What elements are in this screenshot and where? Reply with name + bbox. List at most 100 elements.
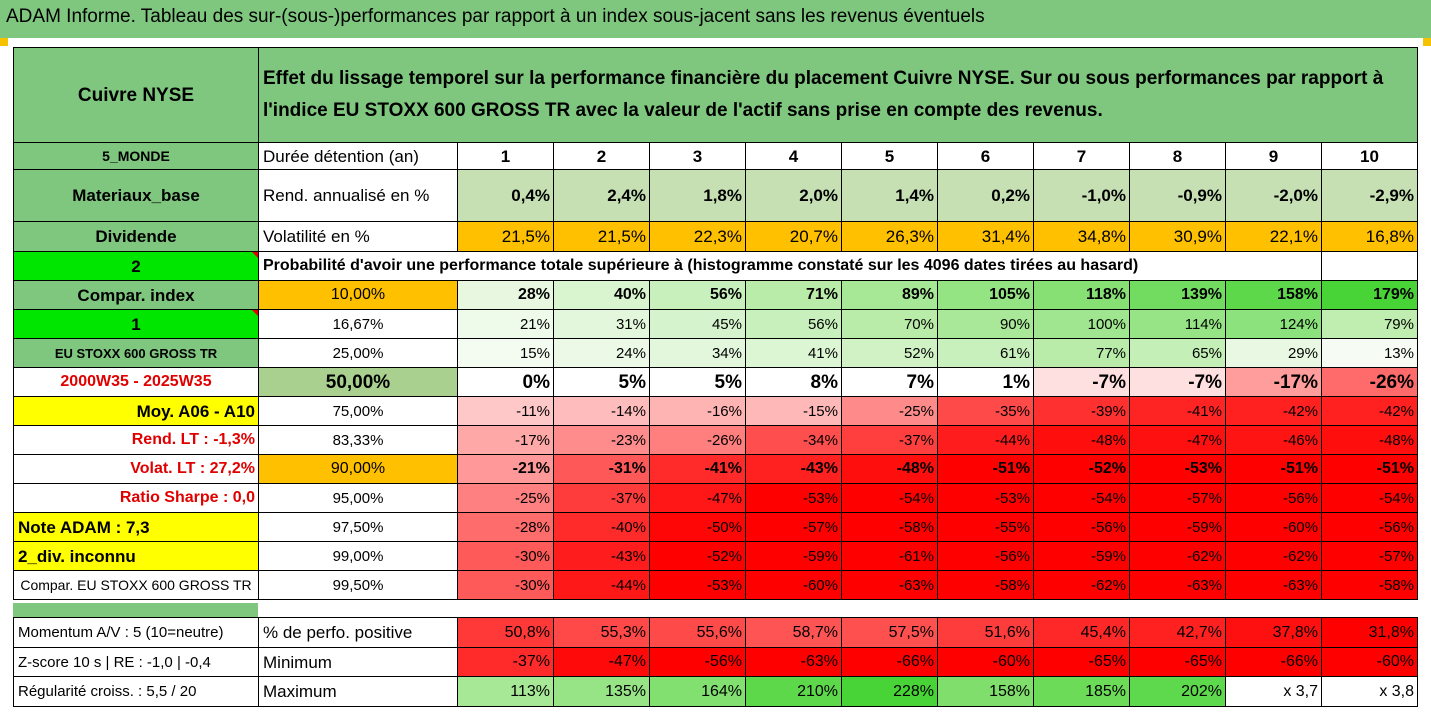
quantile-row: Rend. LT : -1,3% 83,33% -17% -23% -26% -…	[13, 425, 1418, 455]
value-cell: 21,5%	[553, 221, 650, 252]
right-corner-marker	[1423, 38, 1431, 46]
left-corner-marker	[0, 38, 8, 46]
value-cell: -54%	[1321, 483, 1418, 513]
year-header: 2	[553, 142, 650, 170]
z-score-cell: Z-score 10 s | RE : -1,0 | -0,4	[13, 647, 259, 677]
regularity-cell: Régularité croiss. : 5,5 / 20	[13, 676, 259, 707]
value-cell: 158%	[1225, 280, 1322, 310]
row-label: Volatilité en %	[258, 221, 458, 252]
value-cell: 71%	[745, 280, 842, 310]
value-cell: -48%	[1033, 425, 1130, 455]
value-cell: -54%	[841, 483, 938, 513]
value-cell: 29%	[1225, 338, 1322, 368]
quantile-row: Volat. LT : 27,2% 90,00% -21% -31% -41% …	[13, 454, 1418, 484]
value-cell: 56%	[745, 309, 842, 339]
value-cell: -54%	[1033, 483, 1130, 513]
year-header: 5	[841, 142, 938, 170]
value-cell: 8%	[745, 367, 842, 397]
value-cell: -41%	[649, 454, 746, 484]
value-cell: 2,4%	[553, 169, 650, 222]
quantile-row: Moy. A06 - A10 75,00% -11% -14% -16% -15…	[13, 396, 1418, 426]
value-cell: -56%	[1321, 512, 1418, 542]
stats-row: Z-score 10 s | RE : -1,0 | -0,4 Minimum …	[13, 647, 1418, 677]
value-cell: 57,5%	[841, 617, 938, 648]
value-cell: x 3,8	[1321, 676, 1418, 707]
row-label: Maximum	[258, 676, 458, 707]
value-cell: -62%	[1033, 570, 1130, 600]
value-cell: -37%	[457, 647, 554, 677]
value-cell: -47%	[1129, 425, 1226, 455]
value-cell: 28%	[457, 280, 554, 310]
empty-cell	[1321, 251, 1418, 281]
index-name-cell: EU STOXX 600 GROSS TR	[13, 338, 259, 368]
value-cell: -37%	[841, 425, 938, 455]
comparison-index-cell: Compar. EU STOXX 600 GROSS TR	[13, 570, 259, 600]
sharpe-ratio-cell: Ratio Sharpe : 0,0	[13, 483, 259, 513]
value-cell: 30,9%	[1129, 221, 1226, 252]
long-term-return-cell: Rend. LT : -1,3%	[13, 425, 259, 455]
green-strip	[13, 603, 258, 617]
value-cell: 1,8%	[649, 169, 746, 222]
performance-table: Cuivre NYSE Effet du lissage temporel su…	[13, 47, 1418, 707]
value-cell: -53%	[745, 483, 842, 513]
year-header: 9	[1225, 142, 1322, 170]
value-cell: -42%	[1321, 396, 1418, 426]
quantile-label: 50,00%	[258, 367, 458, 397]
value-cell: -62%	[1129, 541, 1226, 571]
value-cell: -43%	[745, 454, 842, 484]
value-cell: -65%	[1033, 647, 1130, 677]
value-cell: -26%	[1321, 367, 1418, 397]
value-cell: -28%	[457, 512, 554, 542]
quantile-label: 90,00%	[258, 454, 458, 484]
value-cell: -60%	[1321, 647, 1418, 677]
quantile-row: Ratio Sharpe : 0,0 95,00% -25% -37% -47%…	[13, 483, 1418, 513]
quantile-label: 97,50%	[258, 512, 458, 542]
value-cell: -53%	[937, 483, 1034, 513]
value-cell: -58%	[937, 570, 1034, 600]
row-label: Rend. annualisé en %	[258, 169, 458, 222]
value-cell: 228%	[841, 676, 938, 707]
value-cell: -34%	[745, 425, 842, 455]
value-cell: 0,2%	[937, 169, 1034, 222]
value-cell: -42%	[1225, 396, 1322, 426]
value-cell: -1,0%	[1033, 169, 1130, 222]
value-cell: 51,6%	[937, 617, 1034, 648]
value-cell: 24%	[553, 338, 650, 368]
value-cell: -60%	[1225, 512, 1322, 542]
value-cell: -7%	[1033, 367, 1130, 397]
value-cell: 1,4%	[841, 169, 938, 222]
quantile-label: 99,00%	[258, 541, 458, 571]
value-cell: -59%	[1129, 512, 1226, 542]
value-cell: -41%	[1129, 396, 1226, 426]
value-cell: -11%	[457, 396, 554, 426]
value-cell: 37,8%	[1225, 617, 1322, 648]
value-cell: -63%	[1225, 570, 1322, 600]
value-cell: 5%	[553, 367, 650, 397]
year-header: 6	[937, 142, 1034, 170]
value-cell: -44%	[553, 570, 650, 600]
value-cell: 50,8%	[457, 617, 554, 648]
value-cell: -39%	[1033, 396, 1130, 426]
value-cell: -52%	[1033, 454, 1130, 484]
value-cell: -58%	[841, 512, 938, 542]
value-cell: 100%	[1033, 309, 1130, 339]
value-cell: -51%	[937, 454, 1034, 484]
parameter-cell: 2	[13, 251, 259, 281]
value-cell: -2,0%	[1225, 169, 1322, 222]
value-cell: -47%	[553, 647, 650, 677]
value-cell: -21%	[457, 454, 554, 484]
value-cell: 41%	[745, 338, 842, 368]
value-cell: -25%	[841, 396, 938, 426]
value-cell: 22,3%	[649, 221, 746, 252]
value-cell: 2,0%	[745, 169, 842, 222]
value-cell: 114%	[1129, 309, 1226, 339]
value-cell: 21%	[457, 309, 554, 339]
compare-index-label: Compar. index	[13, 280, 259, 310]
value-cell: 135%	[553, 676, 650, 707]
value-cell: -59%	[745, 541, 842, 571]
sector-cell: Materiaux_base	[13, 169, 259, 222]
value-cell: -17%	[1225, 367, 1322, 397]
value-cell: 65%	[1129, 338, 1226, 368]
quantile-row: EU STOXX 600 GROSS TR 25,00% 15% 24% 34%…	[13, 338, 1418, 368]
value-cell: 124%	[1225, 309, 1322, 339]
